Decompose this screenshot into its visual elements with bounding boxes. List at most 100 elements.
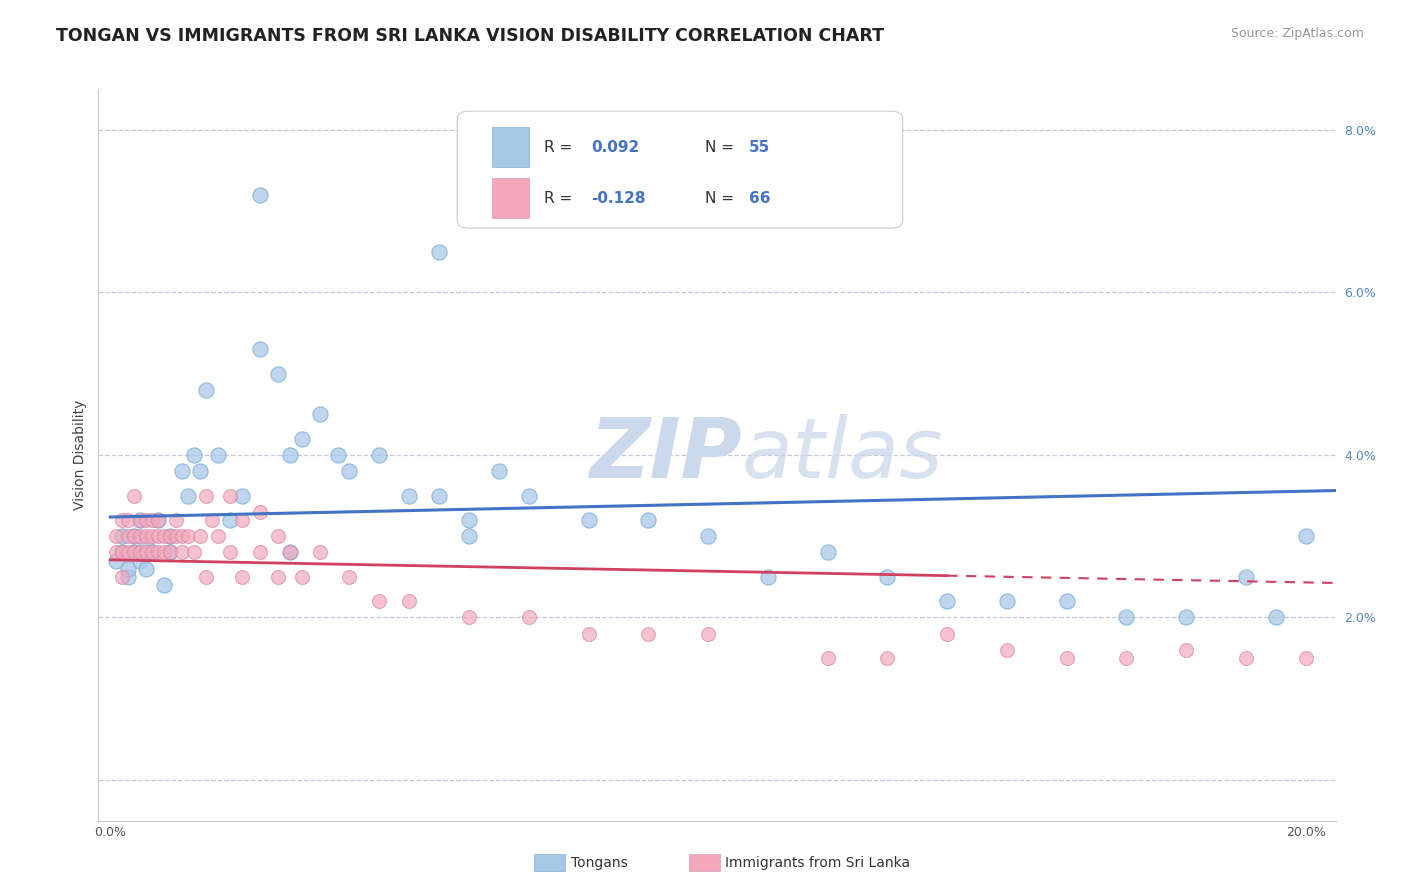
Point — [153, 545, 176, 559]
Point — [267, 367, 290, 381]
Point — [249, 187, 271, 202]
Point — [267, 570, 290, 584]
Point — [135, 562, 157, 576]
Point — [697, 626, 720, 640]
Point — [159, 545, 181, 559]
Point — [339, 464, 361, 478]
Text: N =: N = — [704, 191, 738, 206]
Point — [129, 553, 152, 567]
Point — [1115, 610, 1137, 624]
Point — [111, 513, 134, 527]
Point — [105, 553, 128, 567]
Point — [817, 651, 839, 665]
Point — [129, 513, 152, 527]
Point — [458, 529, 481, 543]
Point — [936, 594, 959, 608]
Point — [1175, 610, 1198, 624]
Point — [111, 545, 134, 559]
Point — [291, 570, 314, 584]
Point — [153, 529, 176, 543]
Point — [183, 545, 205, 559]
Text: R =: R = — [544, 140, 576, 154]
Point — [637, 513, 659, 527]
Point — [1234, 651, 1257, 665]
Text: 55: 55 — [749, 140, 770, 154]
Point — [326, 448, 349, 462]
Point — [278, 448, 301, 462]
Point — [231, 513, 253, 527]
Point — [488, 464, 510, 478]
Point — [159, 529, 181, 543]
Point — [368, 594, 391, 608]
Point — [427, 489, 450, 503]
Point — [172, 545, 194, 559]
Point — [165, 513, 187, 527]
FancyBboxPatch shape — [457, 112, 903, 228]
Point — [141, 545, 163, 559]
Point — [398, 489, 420, 503]
Point — [172, 464, 194, 478]
Point — [1295, 651, 1317, 665]
Point — [117, 570, 139, 584]
Point — [995, 594, 1018, 608]
FancyBboxPatch shape — [492, 127, 529, 167]
Point — [165, 529, 187, 543]
Text: N =: N = — [704, 140, 738, 154]
Point — [141, 513, 163, 527]
Point — [1115, 651, 1137, 665]
Point — [368, 448, 391, 462]
Text: atlas: atlas — [742, 415, 943, 495]
Point — [339, 570, 361, 584]
Point — [427, 244, 450, 259]
Point — [876, 570, 898, 584]
Point — [249, 505, 271, 519]
Point — [578, 513, 600, 527]
Point — [267, 529, 290, 543]
Point — [141, 545, 163, 559]
Point — [148, 513, 170, 527]
Point — [756, 570, 779, 584]
Point — [129, 545, 152, 559]
Point — [183, 448, 205, 462]
Text: 66: 66 — [749, 191, 770, 206]
Point — [637, 626, 659, 640]
Point — [219, 489, 242, 503]
Point — [117, 562, 139, 576]
Point — [148, 513, 170, 527]
Point — [1175, 643, 1198, 657]
Point — [135, 513, 157, 527]
Point — [249, 545, 271, 559]
Point — [111, 529, 134, 543]
Point — [188, 529, 211, 543]
Point — [117, 545, 139, 559]
Point — [111, 545, 134, 559]
Point — [1295, 529, 1317, 543]
Point — [1234, 570, 1257, 584]
Point — [1056, 594, 1078, 608]
Point — [219, 513, 242, 527]
Text: -0.128: -0.128 — [591, 191, 645, 206]
Point — [124, 545, 146, 559]
Point — [124, 529, 146, 543]
Point — [135, 537, 157, 551]
Point — [172, 529, 194, 543]
Text: Tongans: Tongans — [571, 855, 627, 870]
Y-axis label: Vision Disability: Vision Disability — [73, 400, 87, 510]
Point — [995, 643, 1018, 657]
Point — [188, 464, 211, 478]
Point — [308, 407, 330, 421]
Point — [135, 545, 157, 559]
Point — [1264, 610, 1286, 624]
Point — [398, 594, 420, 608]
Point — [135, 529, 157, 543]
Point — [201, 513, 224, 527]
Point — [177, 489, 200, 503]
Point — [124, 529, 146, 543]
Text: ZIP: ZIP — [589, 415, 742, 495]
Point — [148, 529, 170, 543]
FancyBboxPatch shape — [492, 178, 529, 219]
Point — [195, 383, 218, 397]
Point — [207, 529, 229, 543]
Point — [153, 578, 176, 592]
Point — [141, 529, 163, 543]
